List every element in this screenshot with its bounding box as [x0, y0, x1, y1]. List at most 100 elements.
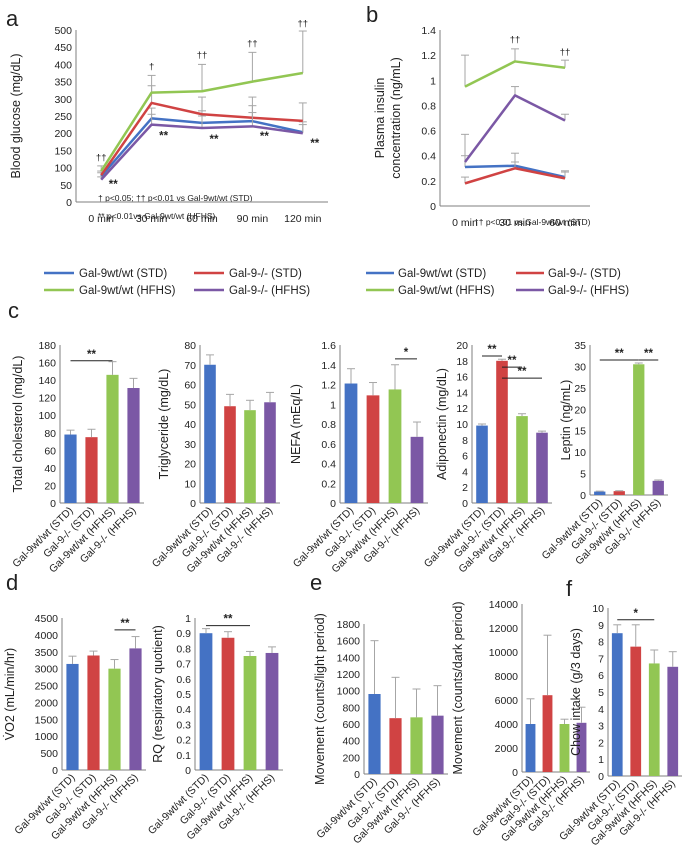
- y-tick-label-a-7: 350: [54, 77, 72, 89]
- panel-label-b: b: [366, 2, 378, 27]
- y-tick-label-e1-2: 400: [342, 736, 360, 748]
- bar-d2-wt_hfhs: [243, 656, 257, 770]
- bar-d2-ko_hfhs: [265, 652, 279, 770]
- y-tick-label-c4-3: 6: [462, 451, 468, 463]
- bar-c3-wt_hfhs: [388, 389, 402, 503]
- y-tick-label-d1-2: 1000: [35, 731, 59, 743]
- bar-e2-wt_std: [525, 724, 536, 772]
- annotation-a-9: **: [310, 138, 319, 150]
- series-line-b-wt_hfhs: [464, 60, 566, 88]
- y-tick-label-b-4: 0.8: [421, 100, 436, 112]
- series-line-a-ko_std: [100, 101, 303, 176]
- bar-c4-wt_hfhs: [516, 416, 528, 503]
- bar-d1-ko_std: [87, 655, 100, 770]
- x-tick-label-b-1: 30 min: [499, 217, 531, 229]
- bar-c2-ko_std: [224, 406, 236, 503]
- y-tick-label-e1-7: 1400: [337, 652, 361, 664]
- y-tick-label-c1-8: 160: [38, 358, 56, 370]
- panel-label-c: c: [8, 298, 19, 323]
- y-tick-label-f-8: 8: [598, 637, 604, 649]
- y-tick-label-e2-4: 8000: [495, 671, 519, 683]
- y-tick-label-f-7: 7: [598, 653, 604, 665]
- y-tick-label-b-6: 1.2: [421, 50, 436, 62]
- annotation-a-3: **: [159, 130, 168, 142]
- bar-c1-ko_hfhs: [127, 388, 140, 503]
- y-tick-label-c4-2: 4: [462, 466, 468, 478]
- x-tick-label-a-1: 30 min: [136, 213, 168, 225]
- y-axis-title-e1: Movement (counts/light period): [313, 613, 327, 785]
- y-tick-label-a-5: 250: [54, 111, 72, 123]
- bar-e1-ko_std: [389, 718, 402, 774]
- bar-c2-wt_std: [204, 364, 216, 503]
- bar-c1-wt_std: [64, 434, 77, 503]
- bar-c5-wt_hfhs: [633, 364, 645, 495]
- sig-label-c4-0: **: [488, 344, 497, 356]
- y-axis-title-d1: V̇O2 (mL/min/hr): [3, 648, 17, 740]
- bar-c1-ko_std: [85, 437, 98, 503]
- y-tick-label-c2-6: 60: [184, 380, 196, 392]
- y-tick-label-d2-10: 1: [185, 613, 191, 625]
- x-tick-label-a-2: 60 min: [186, 213, 218, 225]
- bar-c5-wt_std: [594, 491, 606, 495]
- y-tick-label-f-4: 4: [598, 704, 604, 716]
- panel-label-e: e: [310, 570, 322, 595]
- bar-e2-ko_std: [542, 695, 553, 772]
- panel-label-d: d: [6, 570, 18, 595]
- bar-c4-ko_hfhs: [536, 432, 548, 503]
- y-tick-label-d1-6: 3000: [35, 664, 59, 676]
- y-tick-label-c2-5: 50: [184, 399, 196, 411]
- bar-e1-wt_hfhs: [410, 717, 423, 774]
- y-tick-label-c2-0: 0: [190, 498, 196, 510]
- y-tick-label-c1-6: 120: [38, 393, 56, 405]
- bar-c3-wt_std: [344, 383, 358, 503]
- y-tick-label-b-7: 1.4: [421, 25, 436, 37]
- y-tick-label-d2-8: 0.8: [176, 643, 191, 655]
- legend-b-label-wt-hfhs: Gal-9wt/wt (HFHS): [398, 285, 495, 297]
- y-tick-label-c1-4: 80: [44, 428, 56, 440]
- legend-a-label-ko-hfhs: Gal-9-/- (HFHS): [229, 285, 310, 297]
- y-axis-title-a: Blood glucose (mg/dL): [9, 53, 23, 178]
- y-tick-label-c1-1: 20: [44, 480, 56, 492]
- x-tick-label-b-0: 0 min: [452, 217, 478, 229]
- y-tick-label-e1-9: 1800: [337, 619, 361, 631]
- sig-label-c1-0: **: [87, 349, 96, 361]
- legend-a: Gal-9wt/wt (STD) Gal-9-/- (STD) Gal-9wt/…: [44, 268, 310, 297]
- y-tick-label-f-6: 6: [598, 670, 604, 682]
- y-tick-label-e1-5: 1000: [337, 686, 361, 698]
- series-line-b-ko_std: [464, 167, 566, 185]
- y-tick-label-c1-5: 100: [38, 410, 56, 422]
- x-tick-label-a-4: 120 min: [284, 213, 322, 225]
- y-tick-label-c2-7: 70: [184, 360, 196, 372]
- y-tick-label-e1-4: 800: [342, 702, 360, 714]
- annotation-a-5: **: [210, 134, 219, 146]
- y-tick-label-d2-1: 0.1: [176, 750, 191, 762]
- y-tick-label-c1-2: 40: [44, 463, 56, 475]
- bar-d2-ko_std: [221, 637, 235, 770]
- y-tick-label-d1-7: 3500: [35, 647, 59, 659]
- bar-c4-wt_std: [476, 425, 488, 503]
- y-axis-title-c2: Triglyceride (mg/dL): [157, 369, 171, 480]
- y-tick-label-b-0: 0: [430, 201, 436, 213]
- y-tick-label-c4-9: 18: [456, 356, 468, 368]
- panel-b-note-dagger: †† p<0.01 vs Gal-9wt/wt (STD): [474, 217, 591, 227]
- y-tick-label-c5-6: 30: [574, 361, 586, 373]
- bar-d1-wt_hfhs: [108, 668, 121, 770]
- y-axis-title-c5: Leptin (ng/mL): [559, 380, 573, 461]
- legend-b-label-ko-std: Gal-9-/- (STD): [548, 268, 621, 280]
- y-tick-label-f-1: 1: [598, 754, 604, 766]
- y-tick-label-a-0: 0: [66, 197, 72, 209]
- annotation-a-7: **: [260, 131, 269, 143]
- x-tick-label-a-3: 90 min: [237, 213, 269, 225]
- y-tick-label-c3-7: 1.4: [321, 360, 336, 372]
- y-tick-label-e1-1: 200: [342, 752, 360, 764]
- y-tick-label-c1-7: 140: [38, 375, 56, 387]
- bar-c1-wt_hfhs: [106, 374, 119, 503]
- annotation-b-1: ††: [560, 47, 571, 58]
- sig-label-c4-1: **: [508, 355, 517, 367]
- series-line-a-wt_hfhs: [100, 71, 304, 172]
- y-tick-label-a-2: 100: [54, 163, 72, 175]
- y-tick-label-c5-0: 0: [580, 490, 586, 502]
- y-tick-label-c5-4: 20: [574, 404, 586, 416]
- y-tick-label-c3-6: 1.2: [321, 380, 336, 392]
